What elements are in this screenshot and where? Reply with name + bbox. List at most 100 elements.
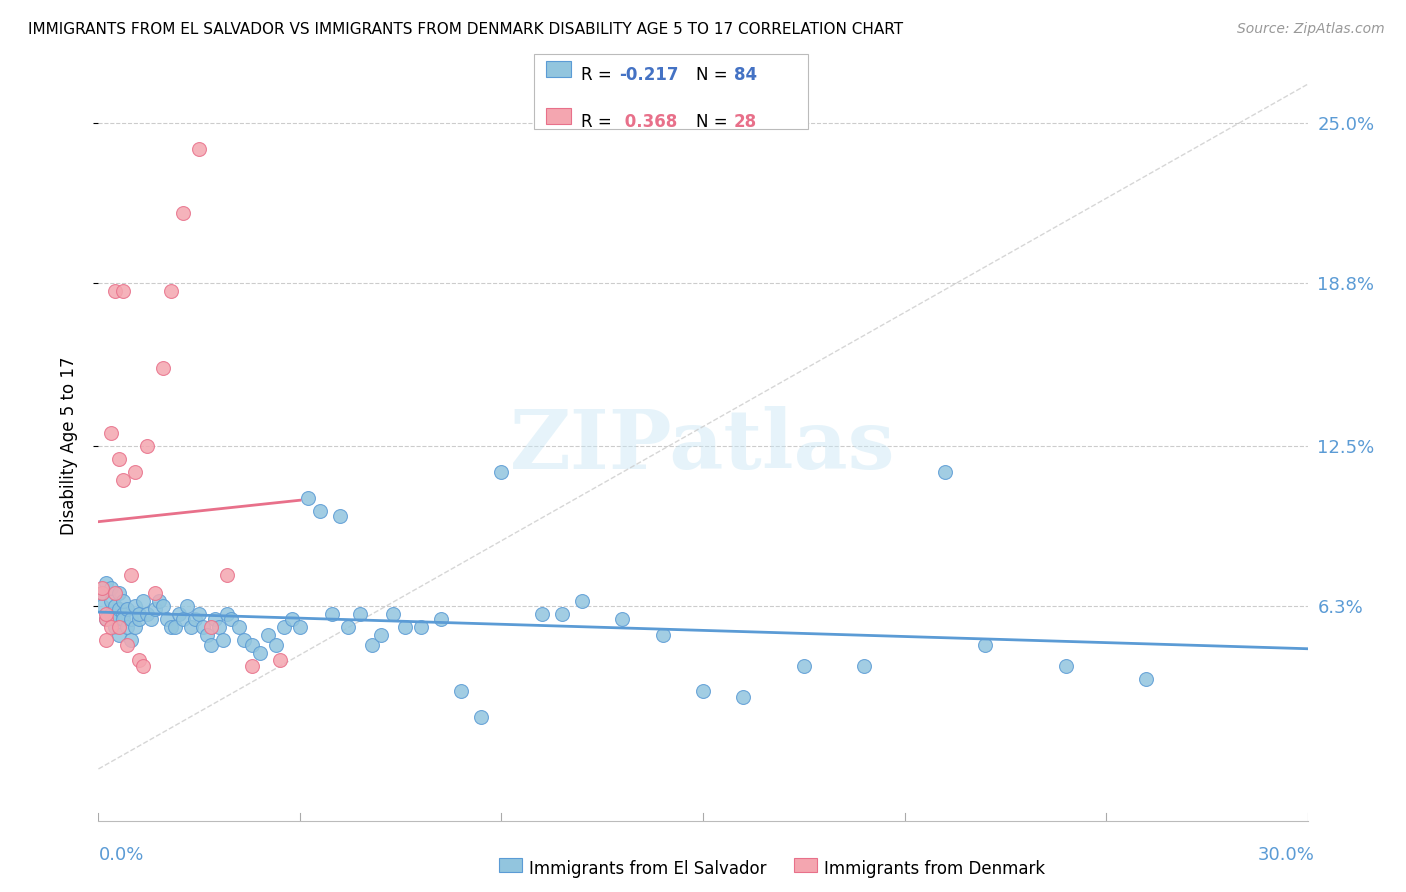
Point xyxy=(96,612,118,626)
Point xyxy=(228,620,250,634)
Point xyxy=(256,627,278,641)
Point xyxy=(793,658,815,673)
Point xyxy=(107,601,129,615)
Point xyxy=(111,594,134,608)
Point xyxy=(221,612,243,626)
Point xyxy=(217,568,239,582)
Point xyxy=(96,607,118,621)
Text: -0.217: -0.217 xyxy=(619,66,678,84)
Point xyxy=(135,439,157,453)
Point xyxy=(160,284,183,298)
Point xyxy=(103,612,125,626)
Point xyxy=(124,465,146,479)
Point xyxy=(124,599,146,614)
Point xyxy=(91,586,114,600)
Point xyxy=(124,620,146,634)
Point xyxy=(530,607,553,621)
Point xyxy=(208,620,231,634)
Point xyxy=(107,620,129,634)
Point xyxy=(100,581,122,595)
Text: Immigrants from El Salvador: Immigrants from El Salvador xyxy=(529,860,766,878)
Point xyxy=(111,473,134,487)
Point xyxy=(450,684,472,698)
Text: 0.368: 0.368 xyxy=(619,113,676,131)
Point xyxy=(143,601,166,615)
Point xyxy=(240,658,263,673)
Point xyxy=(188,142,211,156)
Point xyxy=(152,361,174,376)
Text: 0.0%: 0.0% xyxy=(98,846,143,863)
Point xyxy=(111,607,134,621)
Point xyxy=(195,627,218,641)
Point xyxy=(107,586,129,600)
Point xyxy=(217,607,239,621)
Point xyxy=(853,658,876,673)
Point xyxy=(281,612,304,626)
Point xyxy=(172,612,194,626)
Point xyxy=(204,612,226,626)
Point xyxy=(107,451,129,466)
Text: Source: ZipAtlas.com: Source: ZipAtlas.com xyxy=(1237,22,1385,37)
Point xyxy=(163,620,186,634)
Point xyxy=(180,620,202,634)
Point xyxy=(273,620,295,634)
Point xyxy=(143,586,166,600)
Point xyxy=(135,607,157,621)
Point xyxy=(91,586,114,600)
Point xyxy=(1135,672,1157,686)
Point xyxy=(103,599,125,614)
Point xyxy=(160,620,183,634)
Point xyxy=(491,465,513,479)
Point xyxy=(115,620,138,634)
Point xyxy=(394,620,416,634)
Point xyxy=(132,658,155,673)
Point xyxy=(321,607,343,621)
Point xyxy=(329,508,352,523)
Point xyxy=(100,620,122,634)
Text: N =: N = xyxy=(696,113,733,131)
Point xyxy=(288,620,311,634)
Point xyxy=(96,632,118,647)
Point xyxy=(172,206,194,220)
Point xyxy=(337,620,360,634)
Point xyxy=(103,284,125,298)
Point xyxy=(156,612,179,626)
Point xyxy=(120,612,142,626)
Point xyxy=(91,581,114,595)
Point xyxy=(240,638,263,652)
Point xyxy=(264,638,287,652)
Point xyxy=(128,653,150,667)
Point xyxy=(200,620,222,634)
Point xyxy=(132,594,155,608)
Point xyxy=(167,607,190,621)
Point xyxy=(381,607,404,621)
Point xyxy=(612,612,634,626)
Point xyxy=(430,612,453,626)
Point xyxy=(148,594,170,608)
Text: Immigrants from Denmark: Immigrants from Denmark xyxy=(824,860,1045,878)
Point xyxy=(733,690,755,704)
Text: 84: 84 xyxy=(734,66,756,84)
Point xyxy=(100,426,122,441)
Point xyxy=(184,612,207,626)
Point xyxy=(139,612,162,626)
Point xyxy=(120,568,142,582)
Point xyxy=(470,710,492,724)
Point xyxy=(100,607,122,621)
Point xyxy=(128,607,150,621)
Text: 28: 28 xyxy=(734,113,756,131)
Point xyxy=(361,638,384,652)
Text: N =: N = xyxy=(696,66,733,84)
Point xyxy=(193,620,215,634)
Point xyxy=(115,638,138,652)
Point xyxy=(111,612,134,626)
Point xyxy=(249,646,271,660)
Point xyxy=(91,599,114,614)
Point xyxy=(128,612,150,626)
Point xyxy=(107,627,129,641)
Point xyxy=(200,638,222,652)
Y-axis label: Disability Age 5 to 17: Disability Age 5 to 17 xyxy=(59,357,77,535)
Point xyxy=(212,632,235,647)
Point xyxy=(115,601,138,615)
Text: 30.0%: 30.0% xyxy=(1258,846,1315,863)
